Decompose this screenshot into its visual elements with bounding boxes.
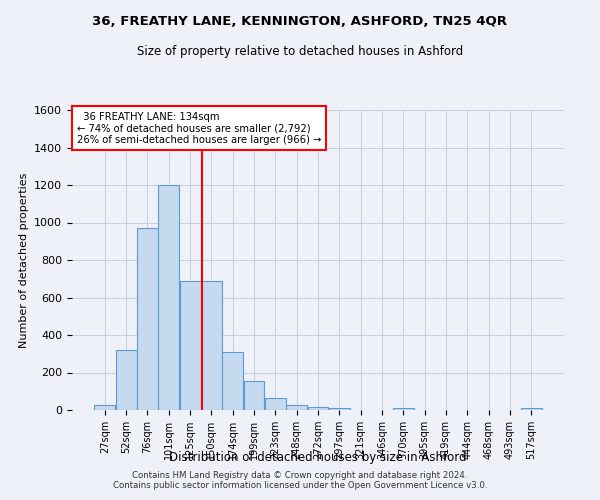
Bar [158, 185, 179, 410]
Bar [265, 398, 286, 410]
Bar [286, 406, 307, 410]
Bar [201, 280, 222, 410]
Text: Distribution of detached houses by size in Ashford: Distribution of detached houses by size … [169, 451, 467, 464]
Text: 36 FREATHY LANE: 134sqm
← 74% of detached houses are smaller (2,792)
26% of semi: 36 FREATHY LANE: 134sqm ← 74% of detache… [77, 112, 321, 144]
Bar [521, 408, 542, 410]
Bar [393, 408, 414, 410]
Bar [329, 408, 350, 410]
Bar [179, 280, 200, 410]
Bar [222, 352, 243, 410]
Bar [308, 407, 328, 410]
Bar [244, 381, 265, 410]
Bar [137, 228, 158, 410]
Text: 36, FREATHY LANE, KENNINGTON, ASHFORD, TN25 4QR: 36, FREATHY LANE, KENNINGTON, ASHFORD, T… [92, 15, 508, 28]
Text: Size of property relative to detached houses in Ashford: Size of property relative to detached ho… [137, 45, 463, 58]
Bar [116, 350, 137, 410]
Text: Contains HM Land Registry data © Crown copyright and database right 2024.
Contai: Contains HM Land Registry data © Crown c… [113, 470, 487, 490]
Y-axis label: Number of detached properties: Number of detached properties [19, 172, 29, 348]
Bar [94, 406, 115, 410]
